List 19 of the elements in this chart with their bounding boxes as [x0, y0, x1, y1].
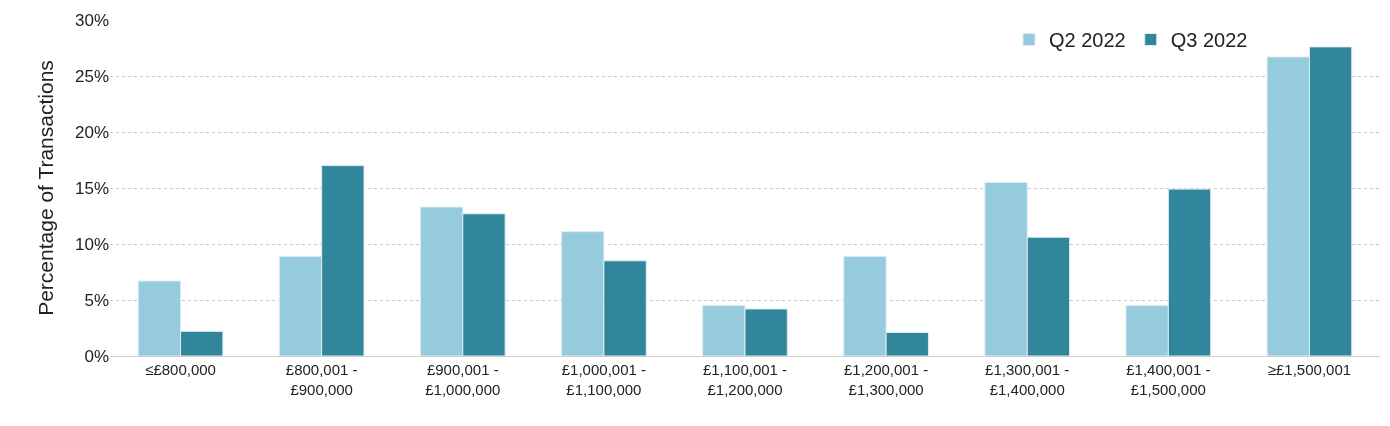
- x-tick-label: £1,000,001 - £1,100,000: [561, 361, 647, 398]
- x-tick-label: £1,100,001 - £1,200,000: [702, 361, 788, 398]
- y-tick-label: 10%: [74, 234, 109, 254]
- y-tick-label: 0%: [84, 346, 109, 366]
- x-tick-label: £1,400,001 - £1,500,000: [1126, 361, 1211, 398]
- y-tick-label: 30%: [74, 10, 109, 30]
- y-tick-label: 15%: [74, 178, 109, 198]
- y-axis-title: Percentage of Transactions: [34, 60, 58, 316]
- y-tick-label: 20%: [74, 122, 109, 142]
- y-tick-label: 25%: [74, 66, 109, 86]
- y-tick-label: 5%: [84, 290, 109, 310]
- x-tick-label: £1,200,001 - £1,300,000: [843, 361, 929, 398]
- x-tick-label: £800,001 - £900,000: [285, 361, 358, 398]
- x-tick-label: ≤£800,000: [145, 361, 216, 378]
- x-tick-label: £900,001 - £1,000,000: [425, 361, 501, 398]
- x-tick-label: £1,300,001 - £1,400,000: [985, 361, 1070, 398]
- legend-label: Q3 2022: [1170, 29, 1248, 52]
- x-tick-label: ≥£1,500,001: [1267, 361, 1352, 378]
- legend-label: Q2 2022: [1049, 29, 1126, 52]
